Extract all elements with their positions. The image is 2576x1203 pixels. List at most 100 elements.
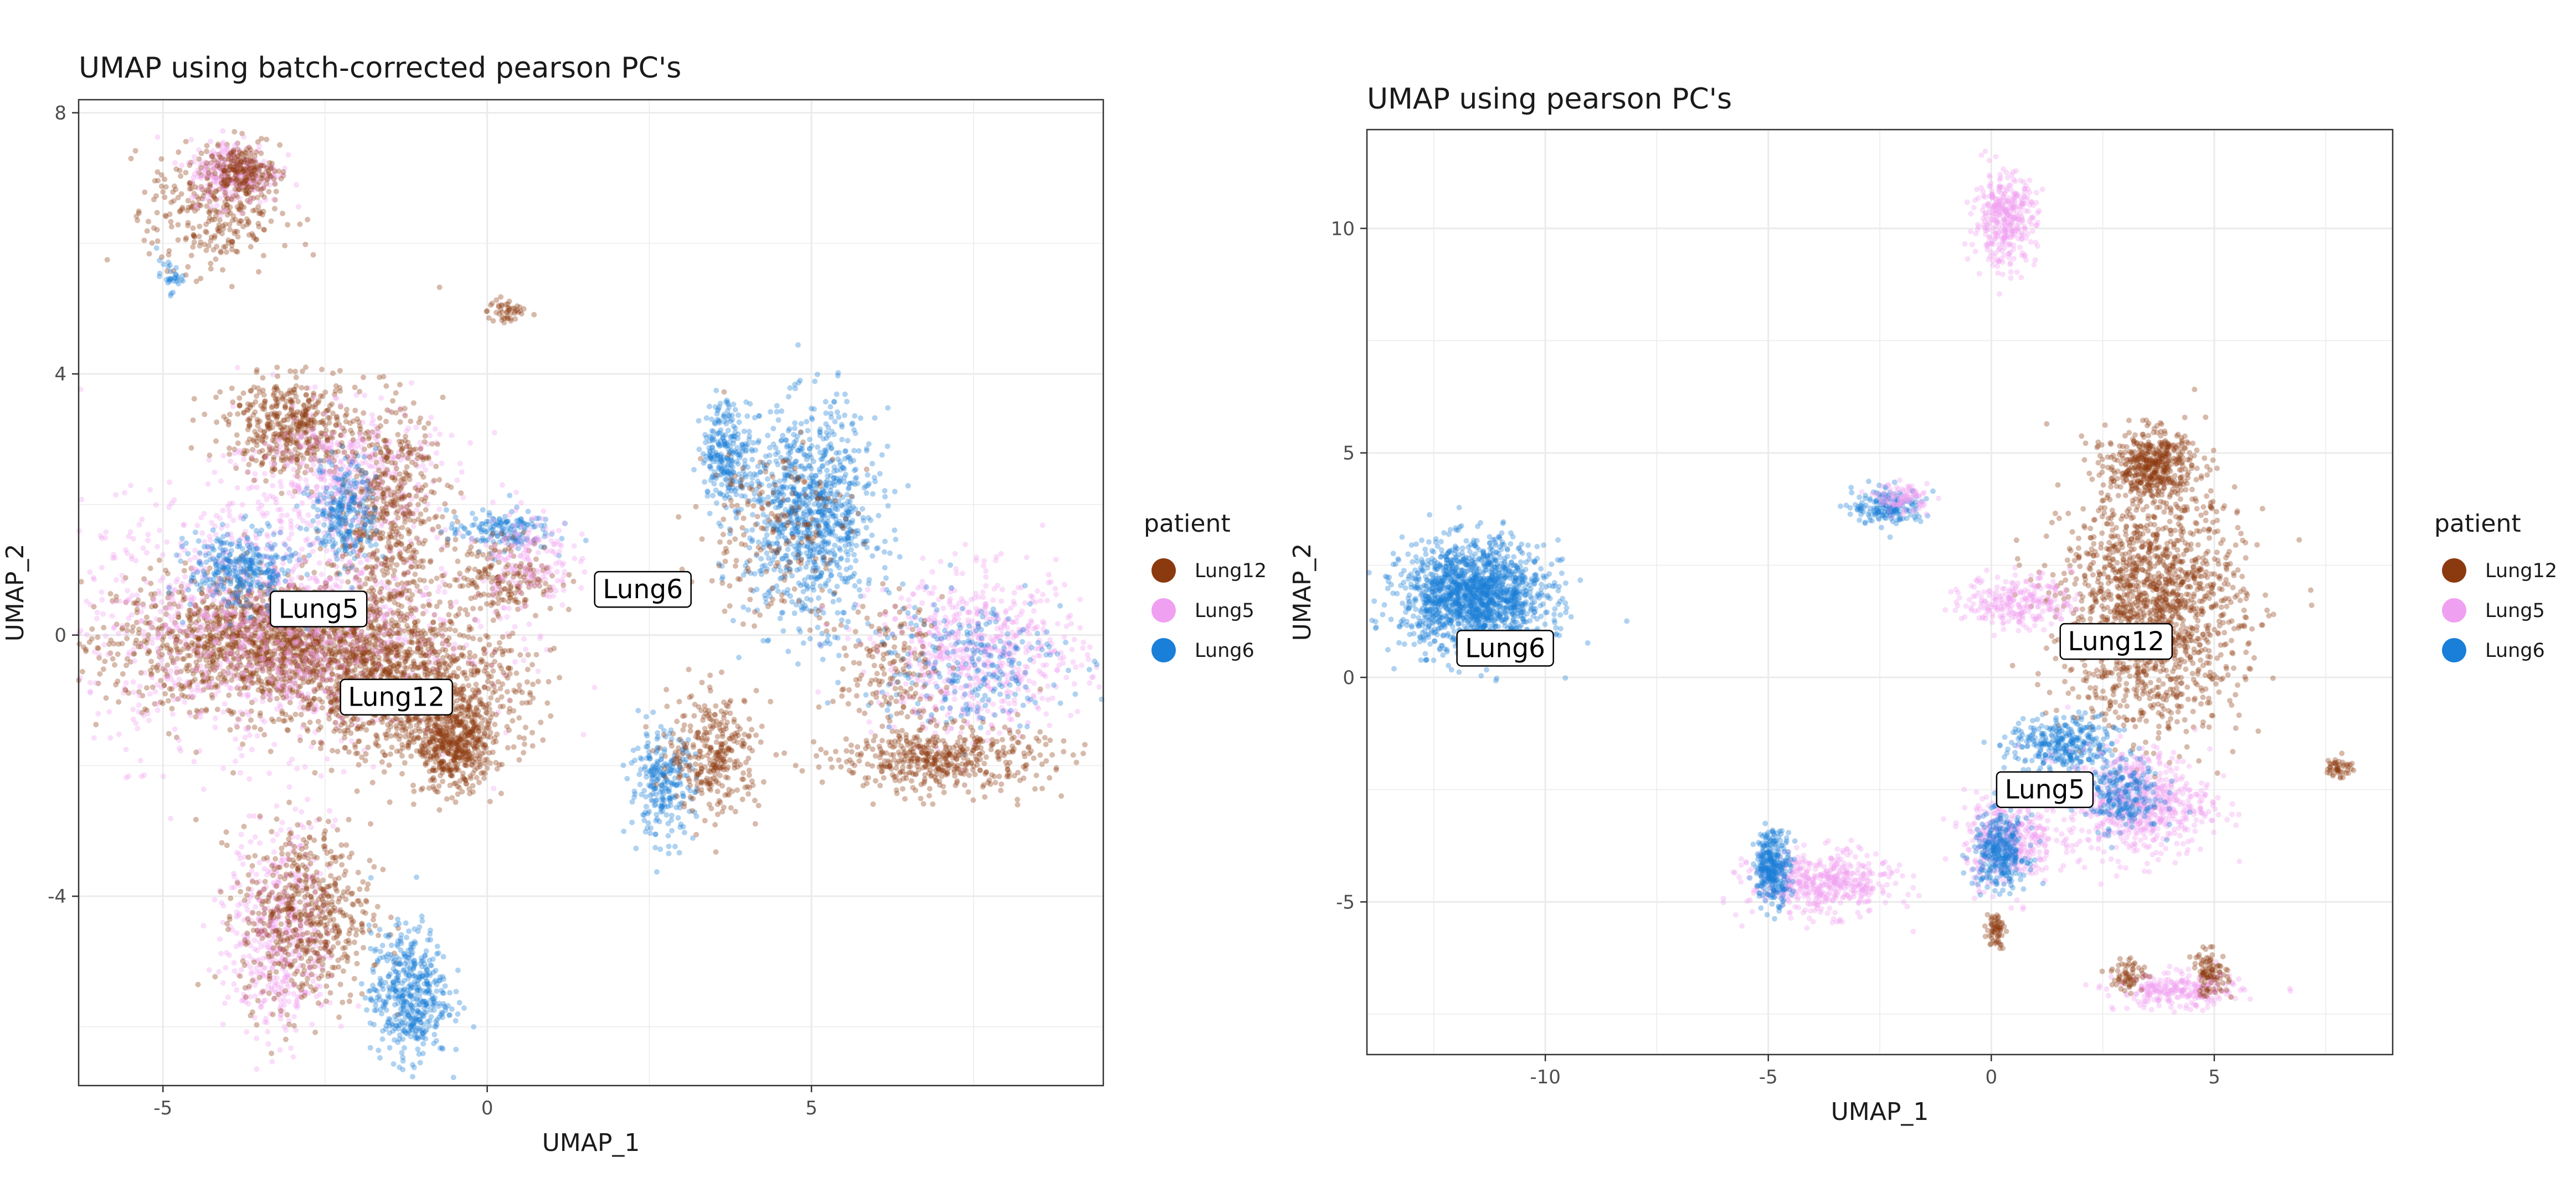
point-lung6 xyxy=(236,537,243,543)
point-lung12 xyxy=(101,625,107,631)
point-lung5 xyxy=(179,629,186,635)
point-lung5 xyxy=(87,569,93,575)
point-lung5 xyxy=(324,756,330,762)
point-lung12 xyxy=(164,642,170,648)
point-lung12 xyxy=(294,670,300,676)
point-lung12 xyxy=(408,753,414,759)
point-lung12 xyxy=(326,690,332,696)
point-lung12 xyxy=(264,639,269,645)
point-lung5 xyxy=(175,652,181,658)
point-lung5 xyxy=(141,633,147,639)
point-lung5 xyxy=(94,609,100,615)
point-lung5 xyxy=(171,697,177,703)
point-lung5 xyxy=(250,665,256,671)
point-lung12 xyxy=(445,768,451,774)
point-lung12 xyxy=(366,646,372,652)
point-lung12 xyxy=(472,717,478,723)
point-lung5 xyxy=(160,575,166,580)
point-lung6 xyxy=(275,573,281,579)
point-lung12 xyxy=(307,669,313,675)
point-lung5 xyxy=(246,776,253,782)
point-lung5 xyxy=(198,640,204,646)
point-lung12 xyxy=(437,671,443,677)
point-lung5 xyxy=(318,572,325,577)
point-lung5 xyxy=(472,616,478,622)
point-lung12 xyxy=(154,665,160,670)
point-lung5 xyxy=(192,667,198,673)
point-lung12 xyxy=(193,714,199,720)
point-lung5 xyxy=(172,680,178,686)
point-lung5 xyxy=(158,599,164,605)
point-lung6 xyxy=(248,603,253,609)
point-lung12 xyxy=(158,677,164,683)
point-lung5 xyxy=(158,631,164,637)
point-lung5 xyxy=(156,527,162,533)
point-lung5 xyxy=(141,670,147,676)
point-lung12 xyxy=(296,663,302,669)
point-lung12 xyxy=(358,656,364,662)
point-lung12 xyxy=(399,771,405,777)
point-lung12 xyxy=(277,645,284,651)
point-lung12 xyxy=(500,703,506,710)
point-lung12 xyxy=(216,647,222,653)
point-lung12 xyxy=(222,675,228,681)
point-lung12 xyxy=(245,724,251,731)
point-lung5 xyxy=(200,786,207,793)
point-lung12 xyxy=(530,695,536,701)
point-lung12 xyxy=(212,651,218,657)
point-lung5 xyxy=(313,634,320,639)
point-lung6 xyxy=(194,581,200,587)
point-lung5 xyxy=(225,659,230,664)
point-lung5 xyxy=(512,659,518,665)
point-lung12 xyxy=(184,662,190,669)
point-lung12 xyxy=(207,638,213,644)
point-lung5 xyxy=(382,613,388,619)
point-lung12 xyxy=(379,598,385,604)
point-lung12 xyxy=(299,562,305,568)
point-lung12 xyxy=(415,673,421,679)
point-lung6 xyxy=(178,558,184,564)
point-lung12 xyxy=(196,612,202,618)
point-lung12 xyxy=(481,725,487,731)
point-lung12 xyxy=(456,665,462,671)
point-lung12 xyxy=(143,614,150,620)
point-lung5 xyxy=(259,607,265,613)
point-lung12 xyxy=(270,652,276,658)
point-lung12 xyxy=(327,575,333,581)
point-lung12 xyxy=(297,683,304,690)
point-lung12 xyxy=(334,628,340,634)
point-lung12 xyxy=(106,641,112,647)
point-lung5 xyxy=(167,595,172,601)
point-lung6 xyxy=(196,538,202,544)
point-lung12 xyxy=(418,630,424,636)
point-lung12 xyxy=(459,651,465,657)
point-lung5 xyxy=(449,603,455,609)
point-lung12 xyxy=(481,684,487,690)
point-lung5 xyxy=(192,547,198,553)
point-lung12 xyxy=(428,670,434,676)
point-lung12 xyxy=(358,649,364,655)
point-lung12 xyxy=(370,652,376,659)
point-lung12 xyxy=(361,661,367,667)
point-lung12 xyxy=(259,678,264,685)
point-lung5 xyxy=(147,691,153,697)
point-lung12 xyxy=(495,679,501,685)
point-lung12 xyxy=(444,796,450,802)
point-lung12 xyxy=(350,657,356,663)
point-lung5 xyxy=(202,539,207,545)
point-lung5 xyxy=(220,507,226,513)
point-lung12 xyxy=(297,737,303,743)
point-lung5 xyxy=(296,508,302,515)
point-lung5 xyxy=(153,616,160,622)
point-lung12 xyxy=(415,640,421,646)
point-lung5 xyxy=(149,640,155,646)
point-lung12 xyxy=(268,657,274,663)
point-lung12 xyxy=(257,650,263,656)
point-lung5 xyxy=(99,597,105,603)
point-lung5 xyxy=(258,656,264,662)
point-lung12 xyxy=(444,719,450,725)
point-lung12 xyxy=(205,605,211,611)
point-lung12 xyxy=(369,779,376,785)
point-lung12 xyxy=(208,604,214,610)
point-lung5 xyxy=(252,697,258,703)
